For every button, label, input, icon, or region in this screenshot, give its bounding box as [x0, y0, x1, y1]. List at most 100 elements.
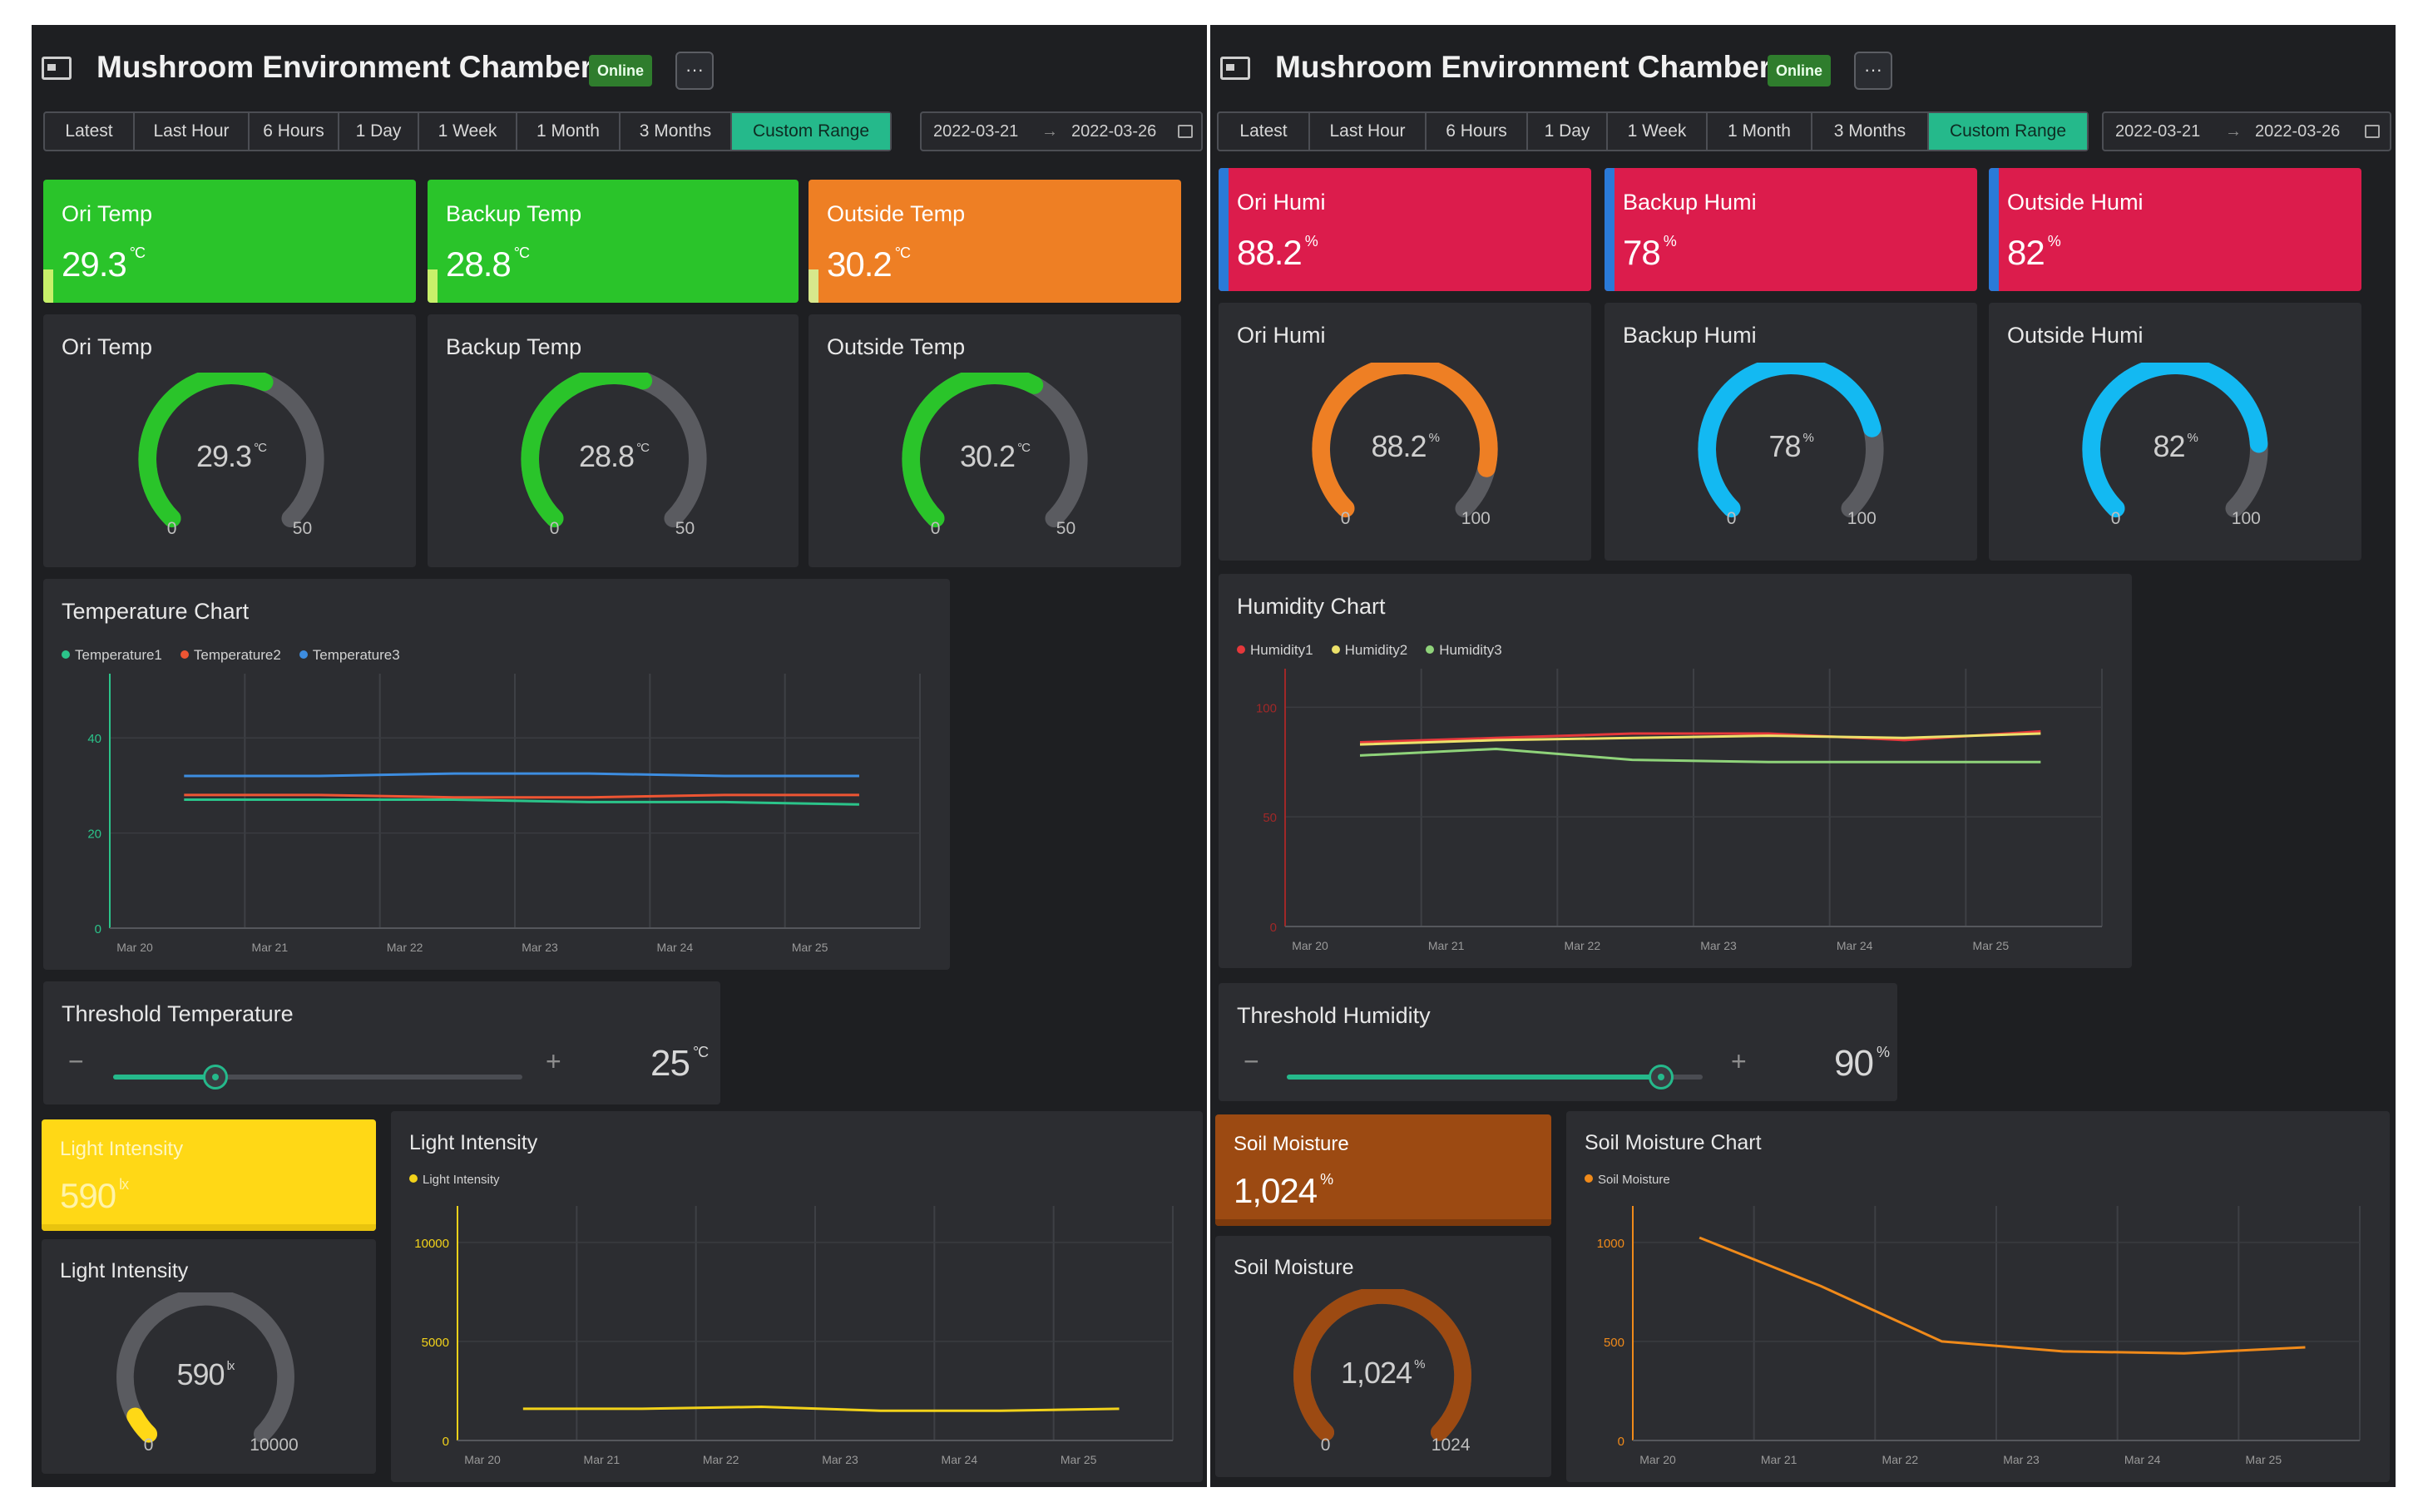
gauge-min-label: 0: [1726, 509, 1737, 528]
dashboard-icon[interactable]: [42, 57, 72, 80]
increase-button[interactable]: +: [1731, 1046, 1747, 1076]
right-header: Mushroom Environment Chamber Online ···: [1210, 25, 2396, 108]
gauge-max-label: 50: [675, 519, 695, 538]
left-dashboard-title: Mushroom Environment Chamber: [96, 50, 593, 84]
stat-bar: [1215, 1219, 1551, 1226]
y-tick-label: 5000: [422, 1336, 449, 1350]
y-tick-label: 40: [87, 732, 101, 746]
threshold-slider[interactable]: [1287, 1065, 1703, 1090]
legend-item[interactable]: Light Intensity: [409, 1173, 500, 1187]
gauge-min-label: 0: [166, 519, 177, 538]
humidity-chart-card: Humidity Chart Humidity1 Humidity2 Humid…: [1219, 574, 2132, 968]
x-tick-label: Mar 20: [464, 1453, 501, 1466]
tab-last-hour[interactable]: Last Hour: [135, 113, 250, 150]
tab-1-day[interactable]: 1 Day: [1528, 113, 1608, 150]
decrease-button[interactable]: −: [1244, 1046, 1259, 1076]
threshold-temperature-card: Threshold Temperature − + 25 °C: [43, 981, 720, 1104]
tab-latest[interactable]: Latest: [45, 113, 135, 150]
y-tick-label: 50: [1263, 811, 1277, 825]
tab-custom-range[interactable]: Custom Range: [732, 113, 890, 150]
stat-bar: [42, 1224, 376, 1231]
threshold-humidity-card: Threshold Humidity − + 90%: [1219, 983, 1897, 1101]
dashboard-icon[interactable]: [1220, 57, 1250, 80]
calendar-icon[interactable]: [2365, 125, 2380, 138]
left-date-range-picker[interactable]: 2022-03-21 → 2022-03-26: [920, 111, 1203, 151]
soil-moisture-chart[interactable]: 0 500 1000 Mar 20 Mar 21 Mar 22 Mar 23 Mar 24 Ma…: [1566, 1111, 2390, 1482]
tab-6-hours[interactable]: 6 Hours: [250, 113, 339, 150]
increase-button[interactable]: +: [546, 1046, 561, 1076]
x-tick-label: Mar 21: [1428, 939, 1465, 952]
right-more-button[interactable]: ···: [1854, 52, 1892, 90]
humidity-chart[interactable]: 0 50 100 Mar 20 Mar 21 Mar 22 Mar 23 Mar 24 Mar …: [1219, 574, 2132, 968]
legend-item[interactable]: Temperature2: [180, 647, 281, 664]
legend-item[interactable]: Soil Moisture: [1585, 1173, 1670, 1187]
decrease-button[interactable]: −: [68, 1046, 84, 1076]
legend-item[interactable]: Humidity2: [1331, 642, 1407, 659]
slider-handle[interactable]: [203, 1065, 228, 1090]
stat-bar: [808, 269, 818, 303]
x-tick-label: Mar 25: [792, 941, 828, 954]
x-tick-label: Mar 22: [1882, 1453, 1919, 1466]
legend-item[interactable]: Humidity3: [1426, 642, 1502, 659]
y-tick-label: 10000: [414, 1237, 449, 1251]
x-tick-label: Mar 24: [1837, 939, 1873, 952]
tab-1-week[interactable]: 1 Week: [419, 113, 517, 150]
tab-1-month[interactable]: 1 Month: [1708, 113, 1812, 150]
stat-value: 78%: [1623, 233, 1677, 272]
gauge-card-outside-humi: Outside Humi 82% 0 100: [1989, 303, 2361, 561]
x-tick-label: Mar 24: [2124, 1453, 2161, 1466]
tab-3-months[interactable]: 3 Months: [1812, 113, 1929, 150]
gauge-dial: [2082, 356, 2268, 518]
tab-6-hours[interactable]: 6 Hours: [1427, 113, 1528, 150]
stat-ori-temp: Ori Temp 29.3 °C: [43, 180, 416, 303]
gauge-title: Ori Humi: [1237, 323, 1326, 348]
slider-track[interactable]: [113, 1075, 522, 1080]
gauge-value: 82%: [2153, 429, 2198, 463]
light-intensity-chart[interactable]: 0 5000 10000 Mar 20 Mar 21 Mar 22 Mar 23 Mar 24…: [391, 1111, 1203, 1482]
stat-bar: [1605, 168, 1615, 291]
gauge-max-label: 10000: [250, 1435, 299, 1455]
right-date-arrow: →: [2225, 122, 2242, 141]
x-tick-label: Mar 21: [584, 1453, 621, 1466]
chart-legend: Soil Moisture: [1585, 1173, 1670, 1187]
gauge-max-label: 1024: [1431, 1435, 1471, 1455]
gauge-card-ori-temp: Ori Temp 29.3 °C 0 50: [43, 314, 416, 567]
calendar-icon[interactable]: [1178, 125, 1193, 138]
tab-1-month[interactable]: 1 Month: [517, 113, 621, 150]
gauge-value: 29.3 °C: [196, 439, 267, 473]
stat-outside-temp: Outside Temp 30.2 °C: [808, 180, 1181, 303]
humidity-gauge: 78% 0 100: [1691, 356, 1891, 529]
stat-label: Soil Moisture: [1234, 1133, 1349, 1155]
stat-ori-humi: Ori Humi 88.2%: [1219, 168, 1591, 291]
legend-item[interactable]: Temperature3: [299, 647, 400, 664]
tab-1-week[interactable]: 1 Week: [1608, 113, 1708, 150]
tab-3-months[interactable]: 3 Months: [621, 113, 732, 150]
left-header: Mushroom Environment Chamber Online ···: [32, 25, 1207, 108]
temperature-chart[interactable]: 0 20 40 Mar 20 Mar 21 Mar 22 Mar 23 Mar 24 Mar 2…: [43, 579, 950, 970]
legend-item[interactable]: Humidity1: [1237, 642, 1313, 659]
legend-item[interactable]: Temperature1: [62, 647, 162, 664]
tab-last-hour[interactable]: Last Hour: [1310, 113, 1427, 150]
y-tick-label: 0: [95, 922, 101, 936]
gauge-fill: [1312, 356, 1498, 518]
right-date-to: 2022-03-26: [2255, 122, 2341, 141]
series-line-1: [184, 798, 859, 806]
right-date-range-picker[interactable]: 2022-03-21 → 2022-03-26: [2102, 111, 2391, 151]
tab-custom-range[interactable]: Custom Range: [1929, 113, 2087, 150]
tab-latest[interactable]: Latest: [1219, 113, 1310, 150]
gauge-value: 1,024%: [1341, 1356, 1425, 1390]
tab-1-day[interactable]: 1 Day: [339, 113, 419, 150]
gauge-dial: [138, 366, 324, 528]
temperature-gauge: 28.8 °C 0 50: [514, 366, 714, 539]
gauge-fill: [1293, 1287, 1471, 1441]
x-tick-label: Mar 23: [2003, 1453, 2040, 1466]
left-more-button[interactable]: ···: [675, 52, 714, 90]
threshold-slider[interactable]: [113, 1065, 522, 1090]
slider-handle[interactable]: [1649, 1065, 1674, 1090]
stat-value: 28.8 °C: [446, 245, 530, 284]
y-tick-label: 100: [1256, 701, 1277, 715]
chart-legend: Light Intensity: [409, 1173, 500, 1187]
gauge-card-outside-temp: Outside Temp 30.2 °C 0 50: [808, 314, 1181, 567]
stat-value: 29.3 °C: [62, 245, 146, 284]
x-tick-label: Mar 21: [1761, 1453, 1797, 1466]
